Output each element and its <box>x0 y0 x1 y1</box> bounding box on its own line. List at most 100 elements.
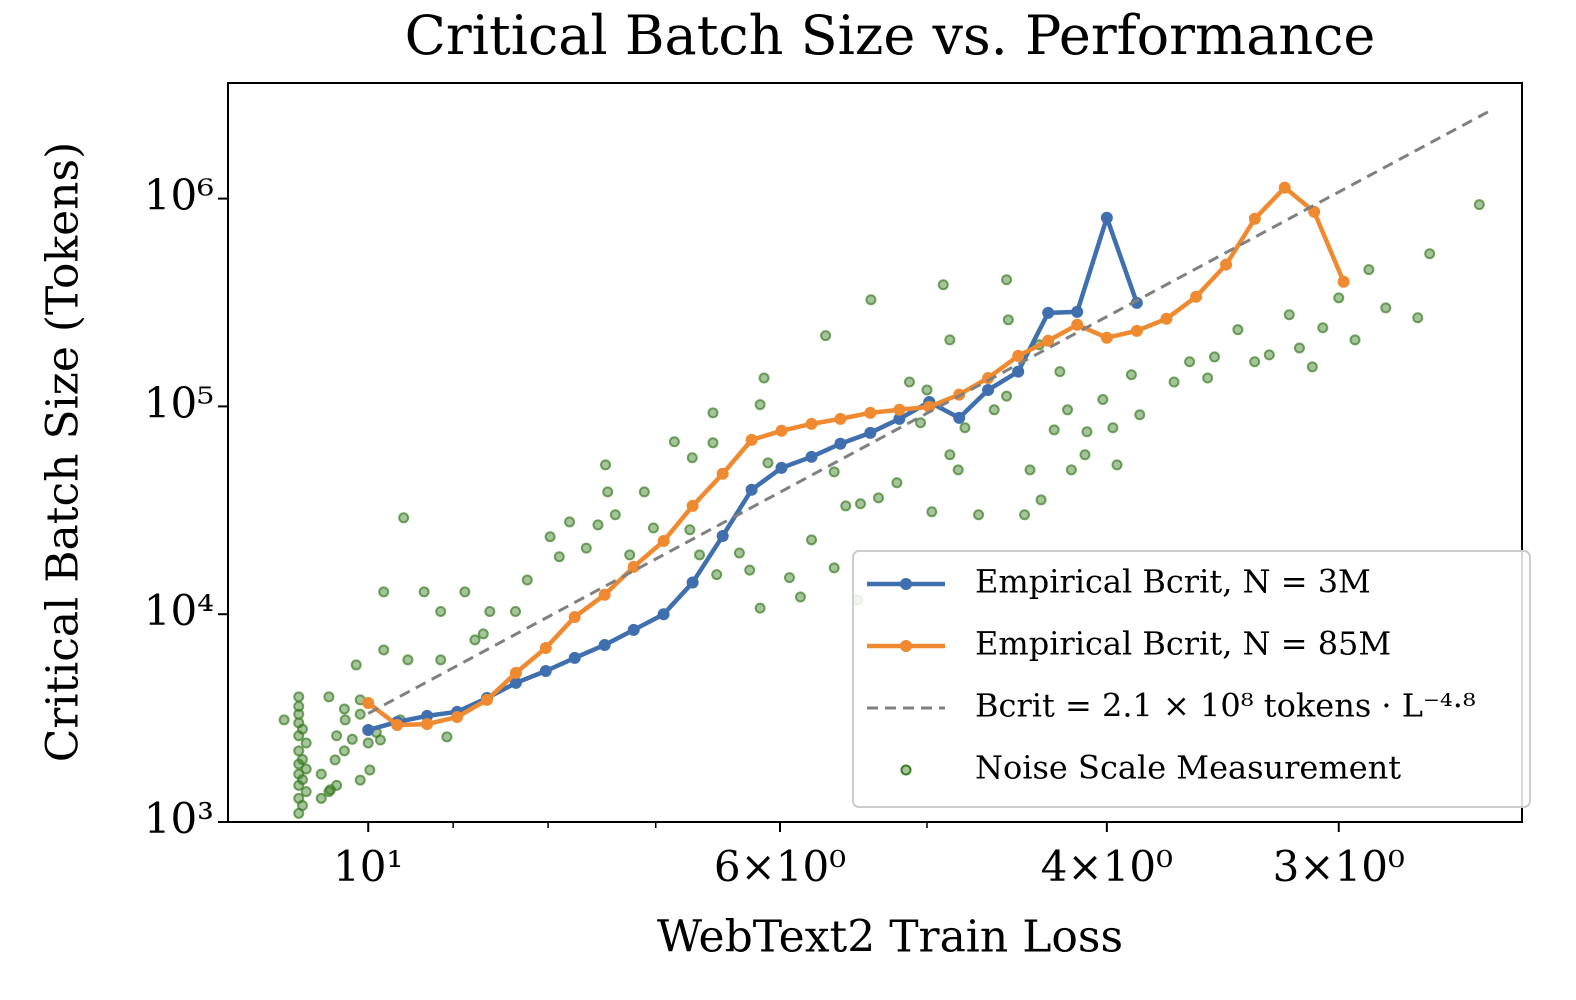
scatter-point <box>1134 409 1146 421</box>
scatter-point <box>1001 390 1013 402</box>
scatter-point <box>300 786 312 798</box>
line-marker <box>657 535 670 548</box>
line-marker <box>1190 290 1203 303</box>
scatter-point <box>1001 274 1013 286</box>
scatter-point <box>1048 424 1060 436</box>
scatter-point <box>378 644 390 656</box>
scatter-point <box>1263 349 1275 361</box>
legend-marker <box>900 578 912 590</box>
scatter-point <box>459 586 471 598</box>
scatter-point <box>754 602 766 614</box>
line-marker <box>834 437 847 450</box>
legend-label: Bcrit = 2.1 × 10⁸ tokens · L⁻⁴·⁸ <box>975 687 1476 725</box>
x-tick-label: 4×10⁰ <box>1041 842 1173 891</box>
scatter-point <box>1054 366 1066 378</box>
line-marker <box>362 724 375 737</box>
scatter-point <box>937 279 949 291</box>
line-marker <box>1071 305 1084 318</box>
scatter-point <box>684 524 696 536</box>
line-marker <box>1248 212 1261 225</box>
line-marker <box>893 412 906 425</box>
scatter-point <box>926 506 938 518</box>
scatter-point <box>329 754 341 766</box>
scatter-point <box>378 586 390 598</box>
scatter-point <box>315 792 327 804</box>
scatter-point <box>1035 494 1047 506</box>
scatter-point <box>1424 248 1436 260</box>
scatter-point <box>300 737 312 749</box>
scatter-point <box>794 591 806 603</box>
scatter-point <box>1208 351 1220 363</box>
line-marker <box>775 424 788 437</box>
scatter-point <box>733 547 745 559</box>
scatter-point <box>354 708 366 720</box>
line-marker <box>627 560 640 573</box>
line-marker <box>805 417 818 430</box>
scatter-point <box>300 763 312 775</box>
line-marker <box>834 412 847 425</box>
scatter-point <box>293 768 305 780</box>
scatter-point <box>331 730 343 742</box>
scatter-point <box>1111 459 1123 471</box>
line-marker <box>1042 334 1055 347</box>
scatter-point <box>1363 264 1375 276</box>
line-marker <box>1100 211 1113 224</box>
scatter-point <box>338 745 350 757</box>
scatter-point <box>952 464 964 476</box>
y-axis-label: Critical Batch Size (Tokens) <box>38 142 89 762</box>
scatter-point <box>1184 356 1196 368</box>
scatter-point <box>828 562 840 574</box>
scatter-point <box>402 654 414 666</box>
legend-label: Noise Scale Measurement <box>975 749 1401 787</box>
line-marker <box>539 664 552 677</box>
scatter-point <box>1293 342 1305 354</box>
chart-title: Critical Batch Size vs. Performance <box>405 4 1376 67</box>
scatter-point <box>921 384 933 396</box>
scatter-point <box>854 498 866 510</box>
line-marker <box>598 638 611 651</box>
scatter-point <box>915 417 927 429</box>
scatter-point <box>1333 292 1345 304</box>
x-tick-label: 10¹ <box>333 842 403 891</box>
line-marker <box>1012 365 1025 378</box>
scatter-point <box>806 534 818 546</box>
legend-box <box>852 550 1531 808</box>
scatter-point <box>1097 393 1109 405</box>
legend-marker <box>900 764 912 776</box>
scatter-point <box>840 500 852 512</box>
scatter-point <box>754 399 766 411</box>
scatter-point <box>1412 312 1424 324</box>
scatter-point <box>315 768 327 780</box>
scatter-point <box>1473 199 1485 211</box>
scatter-point <box>891 477 903 489</box>
line-marker <box>982 371 995 384</box>
line-marker <box>1130 296 1143 309</box>
scatter-point <box>293 745 305 757</box>
scatter-point <box>1107 422 1119 434</box>
scatter-point <box>1062 404 1074 416</box>
scatter-point <box>339 714 351 726</box>
scatter-point <box>1019 509 1031 521</box>
x-tick-label: 6×10⁰ <box>714 842 846 891</box>
scatter-point <box>600 459 612 471</box>
x-axis-label: WebText2 Train Loss <box>657 912 1123 963</box>
series-line <box>366 185 1346 728</box>
line-marker <box>745 483 758 496</box>
scatter-point <box>707 407 719 419</box>
line-marker <box>598 588 611 601</box>
line-marker <box>1337 275 1350 288</box>
scatter-point <box>441 731 453 743</box>
scatter-point <box>973 509 985 521</box>
scatter-point <box>1380 302 1392 314</box>
scatter-point <box>903 376 915 388</box>
line-marker <box>362 696 375 709</box>
legend-label: Empirical Bcrit, N = 3M <box>975 563 1371 601</box>
scatter-point <box>783 572 795 584</box>
line-marker <box>451 711 464 724</box>
scatter-point <box>278 714 290 726</box>
scatter-point <box>469 634 481 646</box>
line-marker <box>509 666 522 679</box>
scatter-point <box>609 509 621 521</box>
scatter-point <box>418 586 430 598</box>
y-tick-label: 10⁶ <box>144 171 214 220</box>
